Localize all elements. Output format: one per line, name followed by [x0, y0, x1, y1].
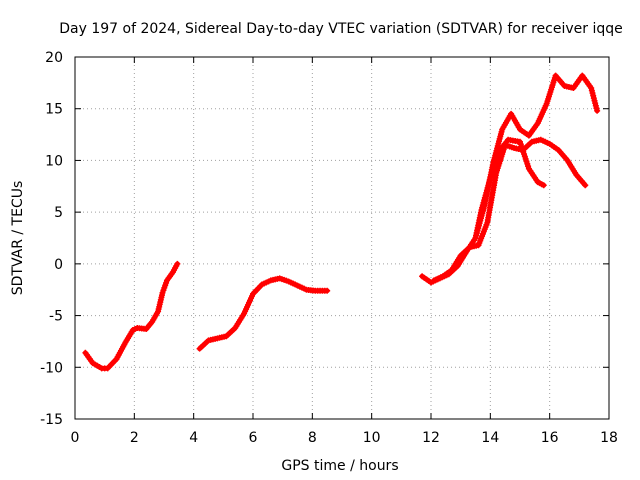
grid-lines	[75, 57, 609, 419]
y-axis-label: SDTVAR / TECUs	[10, 181, 26, 296]
x-tick-label: 0	[71, 430, 80, 446]
x-tick-label: 2	[130, 430, 139, 446]
y-tick-label: 20	[45, 50, 63, 66]
y-tick-label: 15	[45, 102, 63, 118]
series-track-a	[82, 261, 180, 371]
series-line	[473, 73, 600, 241]
plot-frame	[74, 56, 610, 420]
chart-title: Day 197 of 2024, Sidereal Day-to-day VTE…	[59, 21, 623, 37]
data-point	[324, 287, 331, 294]
y-tick-label: -5	[49, 309, 63, 325]
data-points	[82, 72, 601, 372]
data-point	[540, 182, 547, 189]
x-tick-label: 6	[249, 430, 258, 446]
y-tick-label: 0	[54, 257, 63, 273]
y-tick-label: -10	[40, 360, 63, 376]
y-tick-label: -15	[40, 412, 63, 428]
y-tick-label: 5	[54, 205, 63, 221]
axis-ticks: 0 2 4 6 8 10 12 14 16 18 -15 -10 -5 0 5 10 15 20	[40, 50, 618, 446]
x-tick-label: 4	[189, 430, 198, 446]
data-point	[582, 182, 589, 189]
x-tick-label: 14	[481, 430, 499, 446]
x-tick-label: 16	[541, 430, 559, 446]
series-line	[82, 261, 180, 371]
data-point	[174, 260, 181, 267]
x-tick-label: 18	[600, 430, 618, 446]
x-tick-label: 12	[422, 430, 440, 446]
x-axis-label: GPS time / hours	[281, 458, 398, 474]
data-point	[594, 107, 601, 114]
x-tick-label: 10	[363, 430, 381, 446]
x-tick-label: 8	[308, 430, 317, 446]
series-track-e	[473, 73, 600, 241]
y-tick-label: 10	[45, 153, 63, 169]
